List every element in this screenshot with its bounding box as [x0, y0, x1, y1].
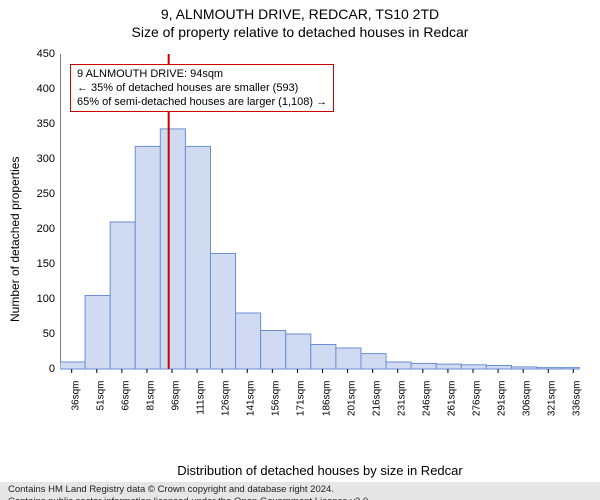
y-tick-label: 100 [25, 293, 55, 305]
x-tick-label: 156sqm [271, 381, 282, 417]
x-tick-label: 306sqm [522, 381, 533, 417]
info-box-line: ← 35% of detached houses are smaller (59… [77, 81, 327, 95]
y-axis-label: Number of detached properties [8, 54, 22, 424]
x-tick-label: 171sqm [296, 381, 307, 417]
x-tick-label: 246sqm [421, 381, 432, 417]
info-box-line: 9 ALNMOUTH DRIVE: 94sqm [77, 67, 327, 81]
x-tick-label: 66sqm [120, 381, 131, 411]
x-tick-label: 261sqm [446, 381, 457, 417]
y-tick-label: 150 [25, 258, 55, 270]
y-tick-label: 400 [25, 83, 55, 95]
chart-container: { "title_main": "9, ALNMOUTH DRIVE, REDC… [0, 6, 600, 500]
y-tick-label: 350 [25, 118, 55, 130]
property-info-box: 9 ALNMOUTH DRIVE: 94sqm← 35% of detached… [70, 64, 334, 112]
x-tick-label: 186sqm [321, 381, 332, 417]
x-tick-label: 51sqm [95, 381, 106, 411]
license-footer: Contains HM Land Registry data © Crown c… [0, 482, 600, 500]
x-tick-label: 111sqm [196, 381, 207, 415]
y-tick-label: 250 [25, 188, 55, 200]
y-tick-label: 200 [25, 223, 55, 235]
y-tick-label: 50 [25, 328, 55, 340]
x-tick-label: 216sqm [371, 381, 382, 417]
x-tick-label: 201sqm [346, 381, 357, 417]
x-tick-label: 96sqm [171, 381, 182, 411]
x-tick-label: 291sqm [497, 381, 508, 417]
x-tick-label: 321sqm [547, 381, 558, 417]
x-tick-label: 81sqm [145, 381, 156, 411]
x-axis-label: Distribution of detached houses by size … [60, 463, 580, 478]
y-tick-label: 300 [25, 153, 55, 165]
x-tick-label: 126sqm [221, 381, 232, 417]
y-tick-label: 450 [25, 48, 55, 60]
x-tick-label: 36sqm [70, 381, 81, 411]
x-tick-label: 231sqm [396, 381, 407, 417]
x-tick-label: 336sqm [572, 381, 583, 417]
y-tick-label: 0 [25, 363, 55, 375]
chart-title-sub: Size of property relative to detached ho… [0, 24, 600, 40]
chart-title-main: 9, ALNMOUTH DRIVE, REDCAR, TS10 2TD [0, 6, 600, 22]
x-tick-label: 141sqm [246, 381, 257, 417]
x-tick-label: 276sqm [471, 381, 482, 417]
info-box-line: 65% of semi-detached houses are larger (… [77, 95, 327, 109]
